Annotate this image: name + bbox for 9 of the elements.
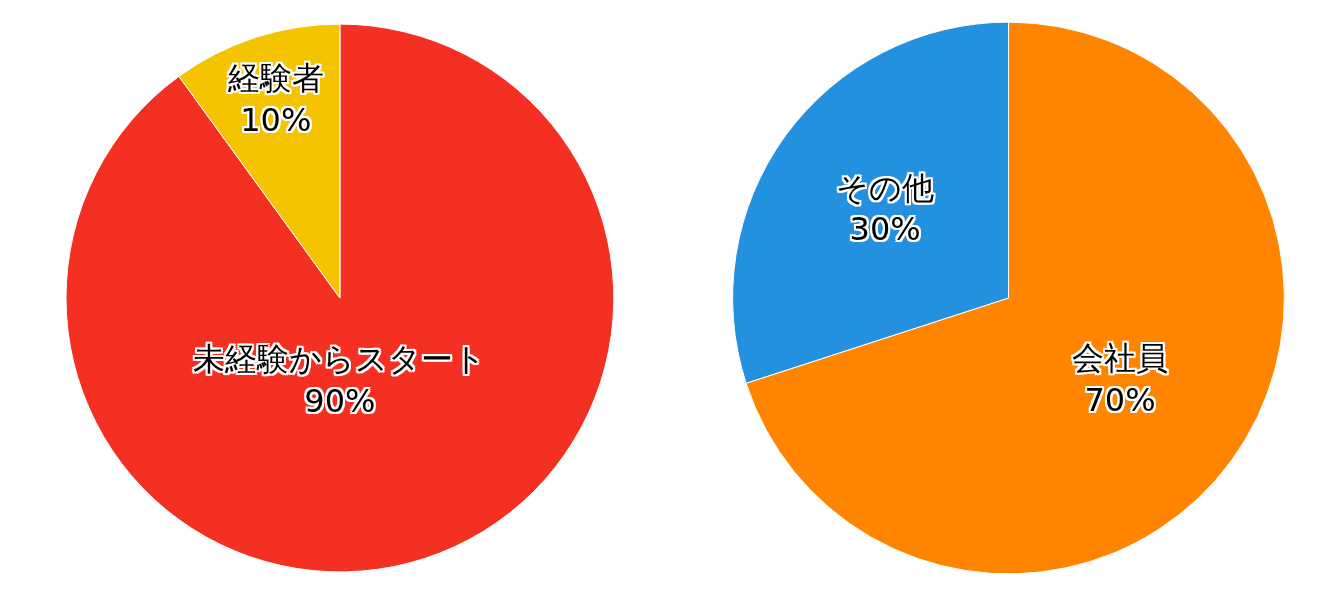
data-label: 70% [1084,380,1156,419]
data-label: 10% [240,100,312,139]
data-label: 90% [304,381,376,420]
slice-label: その他 [836,168,935,207]
pie-slice [65,23,615,572]
slice-label: 会社員 [1072,339,1169,378]
slice-label: 経験者 [226,59,324,98]
data-label: 30% [849,210,921,249]
slice-label: 未経験からスタート [193,340,487,379]
